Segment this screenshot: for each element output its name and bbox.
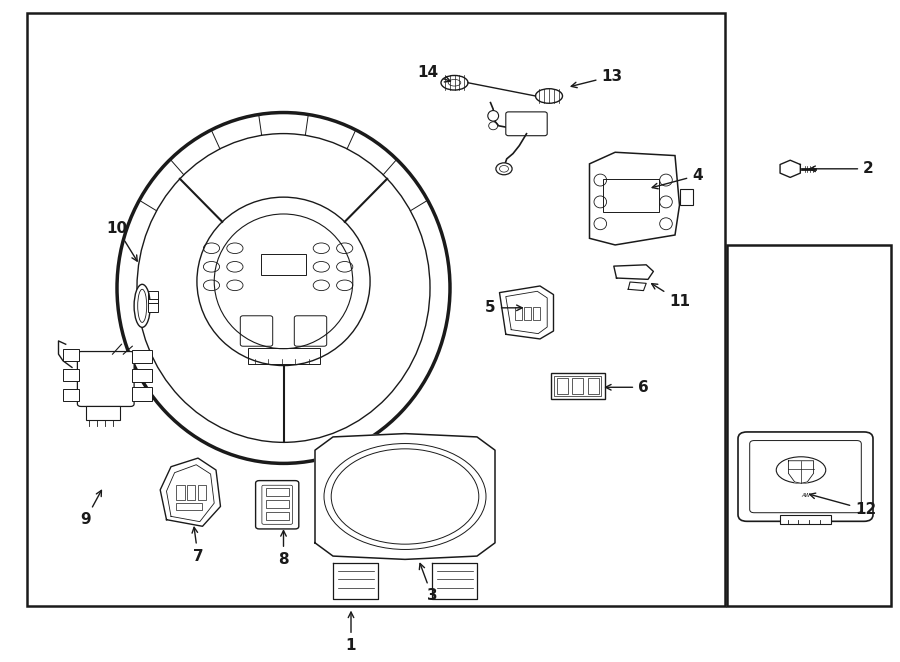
Text: AW: AW <box>801 493 810 498</box>
Bar <box>86 406 120 420</box>
Bar <box>266 488 289 496</box>
Text: 10: 10 <box>106 221 137 261</box>
Text: 2: 2 <box>810 162 874 176</box>
Text: 1: 1 <box>346 612 356 653</box>
Ellipse shape <box>536 89 562 103</box>
Bar <box>132 350 152 363</box>
Bar <box>557 378 568 394</box>
Polygon shape <box>780 160 800 177</box>
Polygon shape <box>432 563 477 599</box>
Bar <box>266 500 289 508</box>
Bar <box>588 378 598 394</box>
Bar <box>148 291 158 303</box>
Ellipse shape <box>134 285 150 328</box>
FancyBboxPatch shape <box>738 432 873 522</box>
Text: 12: 12 <box>810 493 877 517</box>
Text: 7: 7 <box>192 527 203 563</box>
Polygon shape <box>590 152 680 245</box>
Text: 3: 3 <box>419 563 437 603</box>
FancyBboxPatch shape <box>256 481 299 529</box>
Polygon shape <box>614 265 653 279</box>
Bar <box>680 189 693 205</box>
Text: 5: 5 <box>485 301 522 315</box>
Bar <box>248 348 320 364</box>
Text: 13: 13 <box>572 69 623 87</box>
Bar <box>533 307 540 320</box>
Bar <box>551 373 605 399</box>
Polygon shape <box>333 563 378 599</box>
Bar <box>266 512 289 520</box>
Bar <box>176 485 184 500</box>
Bar <box>198 485 206 500</box>
Bar <box>780 515 831 524</box>
Text: 14: 14 <box>417 66 450 82</box>
Bar <box>603 179 659 212</box>
Bar <box>572 378 583 394</box>
Text: 8: 8 <box>278 531 289 567</box>
Bar <box>148 299 158 312</box>
FancyBboxPatch shape <box>77 352 134 406</box>
Bar <box>63 389 79 401</box>
Bar <box>515 307 522 320</box>
Bar <box>63 369 79 381</box>
Ellipse shape <box>197 197 370 365</box>
Bar <box>554 376 601 396</box>
Bar <box>261 254 306 275</box>
Bar <box>27 13 724 606</box>
Ellipse shape <box>117 113 450 463</box>
Bar <box>727 245 891 606</box>
FancyBboxPatch shape <box>506 112 547 136</box>
Bar <box>176 503 202 510</box>
Text: 4: 4 <box>652 168 703 189</box>
Bar <box>132 387 152 401</box>
Text: 9: 9 <box>80 491 102 527</box>
Text: 11: 11 <box>652 283 690 308</box>
Polygon shape <box>788 461 814 483</box>
Bar <box>63 349 79 361</box>
Bar <box>187 485 195 500</box>
Ellipse shape <box>496 163 512 175</box>
Polygon shape <box>315 434 495 559</box>
Bar <box>524 307 531 320</box>
Ellipse shape <box>441 75 468 90</box>
Text: 6: 6 <box>606 380 649 395</box>
Polygon shape <box>160 458 220 526</box>
Polygon shape <box>628 282 646 291</box>
Bar <box>132 369 152 382</box>
Polygon shape <box>500 286 554 339</box>
Ellipse shape <box>488 111 499 121</box>
